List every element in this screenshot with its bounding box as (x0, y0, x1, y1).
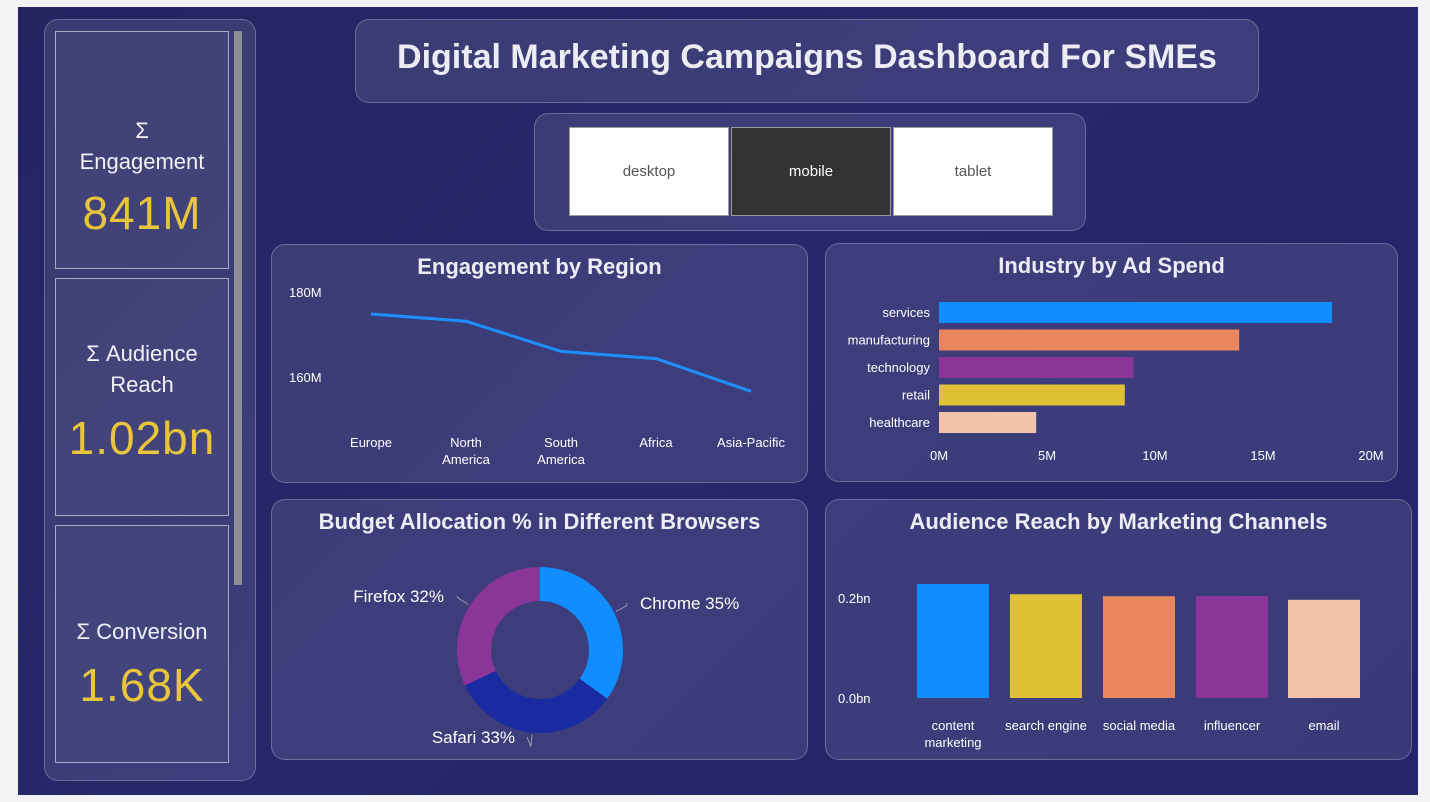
kpi-label-line1: Σ Audience (86, 341, 198, 366)
x-tick-label: South (544, 435, 578, 450)
category-label: manufacturing (848, 333, 930, 348)
kpi-card-audience-reach: Σ Audience Reach 1.02bn (55, 278, 229, 516)
category-label: services (882, 305, 930, 320)
chart-industry-by-ad-spend: Industry by Ad Spend services manufacturi… (825, 243, 1398, 482)
page-title: Digital Marketing Campaigns Dashboard Fo… (397, 38, 1217, 76)
slice-label: Safari 33% (432, 728, 515, 747)
title-panel: Digital Marketing Campaigns Dashboard Fo… (355, 19, 1259, 103)
chart-title: Industry by Ad Spend (998, 253, 1225, 278)
kpi-card-engagement: Σ Engagement 841M (55, 31, 229, 269)
x-tick-label: content (932, 718, 975, 733)
slice-firefox[interactable] (457, 567, 540, 686)
series-line (370, 312, 752, 393)
chart-title: Engagement by Region (417, 254, 662, 279)
category-label: retail (902, 388, 930, 403)
bar-search-engine[interactable] (1010, 594, 1082, 698)
line-chart-svg: 180M 160M Europe North America South America… (289, 285, 785, 467)
chart-budget-allocation: Budget Allocation % in Different Browser… (271, 499, 808, 760)
y-tick-label: 0.2bn (838, 591, 871, 606)
y-tick-label: 160M (289, 370, 322, 385)
device-slicer: desktop mobile tablet (534, 113, 1086, 231)
slice-chrome[interactable] (540, 567, 623, 699)
x-tick-label: 15M (1250, 448, 1275, 463)
bar-social-media[interactable] (1103, 596, 1175, 698)
category-label: technology (867, 360, 930, 375)
x-tick-label: social media (1103, 718, 1176, 733)
chart-title: Audience Reach by Marketing Channels (909, 509, 1328, 534)
bar-chart-svg: services manufacturing technology retail hea… (848, 302, 1384, 463)
slicer-option-mobile[interactable]: mobile (731, 127, 891, 216)
chart-title: Budget Allocation % in Different Browser… (318, 509, 761, 534)
slicer-option-tablet[interactable]: tablet (893, 127, 1053, 216)
x-tick-label: North (450, 435, 482, 450)
leader-line (526, 734, 533, 747)
bar-manufacturing[interactable] (939, 329, 1240, 351)
x-tick-label: 0M (930, 448, 948, 463)
leader-line (456, 595, 469, 605)
x-tick-label: Europe (350, 435, 392, 450)
slice-label: Chrome 35% (640, 594, 739, 613)
column-chart-svg: 0.2bn 0.0bn content marketing search engin… (838, 584, 1360, 750)
kpi-label-line2: Reach (110, 372, 174, 397)
kpi-label-line2: Engagement (79, 149, 205, 174)
x-tick-label: America (442, 452, 490, 467)
slice-label: Firefox 32% (353, 587, 444, 606)
bar-influencer[interactable] (1196, 596, 1268, 698)
bar-services[interactable] (939, 302, 1333, 323)
bar-email[interactable] (1288, 599, 1360, 698)
y-tick-label: 180M (289, 285, 322, 300)
x-tick-label: influencer (1204, 718, 1261, 733)
x-tick-label: 5M (1038, 448, 1056, 463)
kpi-label-line1: Σ (135, 118, 149, 143)
x-tick-label: marketing (924, 735, 981, 750)
dashboard-canvas: Σ Engagement 841M Σ Audience Reach 1.02b… (18, 7, 1418, 795)
category-label: healthcare (869, 415, 930, 430)
slicer-option-desktop[interactable]: desktop (569, 127, 729, 216)
x-tick-label: Asia-Pacific (717, 435, 785, 450)
x-tick-label: search engine (1005, 718, 1087, 733)
chart-engagement-by-region: Engagement by Region 180M 160M Europe Nor… (271, 244, 808, 483)
bar-technology[interactable] (939, 357, 1134, 378)
kpi-scrollbar-thumb[interactable] (234, 31, 242, 585)
x-tick-label: 10M (1142, 448, 1167, 463)
slice-safari[interactable] (464, 670, 608, 733)
bar-retail[interactable] (939, 384, 1125, 406)
kpi-value: 1.68K (79, 659, 205, 711)
kpi-label-line1: Σ Conversion (76, 619, 208, 644)
x-tick-label: email (1308, 718, 1339, 733)
kpi-value: 841M (82, 187, 202, 239)
bar-healthcare[interactable] (939, 412, 1037, 433)
x-tick-label: 20M (1358, 448, 1383, 463)
kpi-value: 1.02bn (68, 412, 216, 464)
bar-content-marketing[interactable] (917, 584, 989, 698)
kpi-panel (44, 19, 256, 781)
x-tick-label: Africa (639, 435, 673, 450)
leader-line (615, 602, 628, 612)
y-tick-label: 0.0bn (838, 691, 871, 706)
x-tick-label: America (537, 452, 585, 467)
kpi-card-conversion: Σ Conversion 1.68K (55, 525, 229, 763)
donut-chart-svg: Chrome 35% Safari 33% Firefox 32% (353, 567, 739, 747)
chart-audience-reach-by-channel: Audience Reach by Marketing Channels 0.2… (825, 499, 1412, 760)
